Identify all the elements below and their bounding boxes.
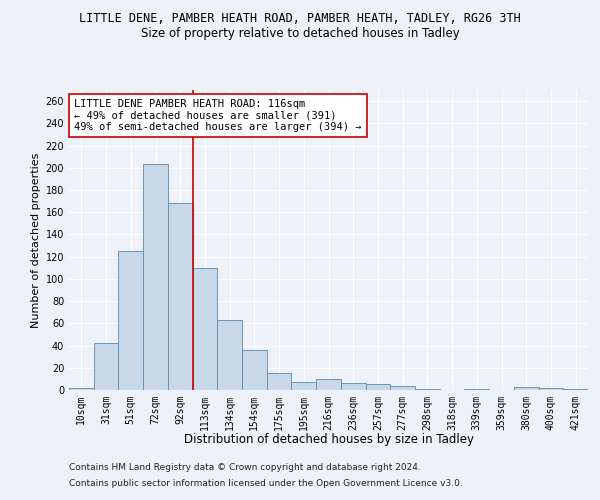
- Bar: [341, 384, 365, 390]
- Bar: [168, 204, 193, 390]
- X-axis label: Distribution of detached houses by size in Tadley: Distribution of detached houses by size …: [184, 433, 473, 446]
- Bar: [292, 382, 316, 390]
- Text: Contains public sector information licensed under the Open Government Licence v3: Contains public sector information licen…: [69, 479, 463, 488]
- Text: Contains HM Land Registry data © Crown copyright and database right 2024.: Contains HM Land Registry data © Crown c…: [69, 462, 421, 471]
- Text: LITTLE DENE, PAMBER HEATH ROAD, PAMBER HEATH, TADLEY, RG26 3TH: LITTLE DENE, PAMBER HEATH ROAD, PAMBER H…: [79, 12, 521, 26]
- Y-axis label: Number of detached properties: Number of detached properties: [31, 152, 41, 328]
- Bar: [365, 384, 390, 390]
- Bar: [464, 389, 489, 390]
- Bar: [242, 350, 267, 390]
- Bar: [415, 389, 440, 390]
- Bar: [390, 386, 415, 390]
- Bar: [563, 389, 588, 390]
- Text: LITTLE DENE PAMBER HEATH ROAD: 116sqm
← 49% of detached houses are smaller (391): LITTLE DENE PAMBER HEATH ROAD: 116sqm ← …: [74, 99, 362, 132]
- Bar: [514, 386, 539, 390]
- Bar: [217, 320, 242, 390]
- Bar: [193, 268, 217, 390]
- Bar: [316, 379, 341, 390]
- Bar: [94, 344, 118, 390]
- Bar: [118, 251, 143, 390]
- Bar: [69, 388, 94, 390]
- Bar: [267, 374, 292, 390]
- Bar: [539, 388, 563, 390]
- Text: Size of property relative to detached houses in Tadley: Size of property relative to detached ho…: [140, 28, 460, 40]
- Bar: [143, 164, 168, 390]
